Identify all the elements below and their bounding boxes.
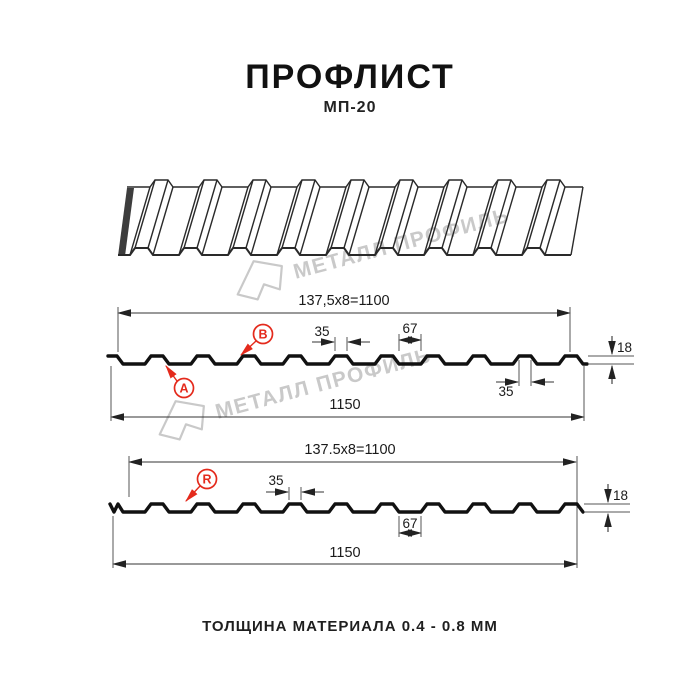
- dimension-label-overall-width: 1150: [329, 397, 360, 413]
- sheet-bottom-edge: [118, 247, 571, 256]
- dimension-label-working-width: 137.5x8=1100: [304, 442, 395, 458]
- callout-label-b: B: [258, 328, 267, 342]
- page-title: ПРОФЛИСТ: [245, 58, 455, 96]
- callout-circle-b: [252, 323, 274, 345]
- callout-circle-r: [196, 468, 218, 490]
- metall-profil-logo-icon: [236, 260, 283, 301]
- watermark-middle: МЕТАЛЛ ПРОФИЛЬ: [158, 344, 434, 441]
- callout-leader-b: [240, 340, 257, 356]
- sheet-right-edge: [570, 186, 584, 256]
- sheet-top-edge: [127, 179, 583, 188]
- profile-outline-reverse: [108, 502, 585, 514]
- dimension-label-valley: 67: [402, 516, 417, 531]
- sheet-rib-lines: [129, 179, 566, 256]
- sheet-cut-edge: [118, 188, 134, 256]
- dimension-label-working-width: 137,5x8=1100: [298, 293, 389, 309]
- page-subtitle: МП-20: [323, 99, 377, 116]
- dimension-label-crest-bottom: 35: [498, 384, 513, 399]
- metall-profil-logo-icon: [158, 400, 205, 441]
- cross-section-front: 137,5x8=1100 35 67 35: [106, 293, 634, 421]
- watermark-top: МЕТАЛЛ ПРОФИЛЬ: [236, 204, 512, 301]
- callout-circle-a: [173, 377, 195, 399]
- dimension-label-overall-width: 1150: [329, 545, 360, 561]
- cross-section-reverse: 137.5x8=1100 35 18 67 1150: [108, 442, 630, 568]
- callout-leader-a: [165, 365, 178, 382]
- dimension-label-height: 18: [617, 340, 632, 355]
- callout-label-r: R: [202, 473, 211, 487]
- callout-leader-r: [185, 485, 201, 502]
- material-thickness-note: ТОЛЩИНА МАТЕРИАЛА 0.4 - 0.8 ММ: [202, 618, 498, 635]
- profile-outline-front: [106, 354, 589, 366]
- sheet-3d-view: [118, 179, 584, 256]
- dimension-label-crest: 35: [268, 473, 283, 488]
- callout-label-a: A: [179, 382, 188, 396]
- dimension-label-valley: 67: [402, 321, 417, 336]
- dimension-label-crest: 35: [314, 324, 329, 339]
- dimension-label-height: 18: [613, 488, 628, 503]
